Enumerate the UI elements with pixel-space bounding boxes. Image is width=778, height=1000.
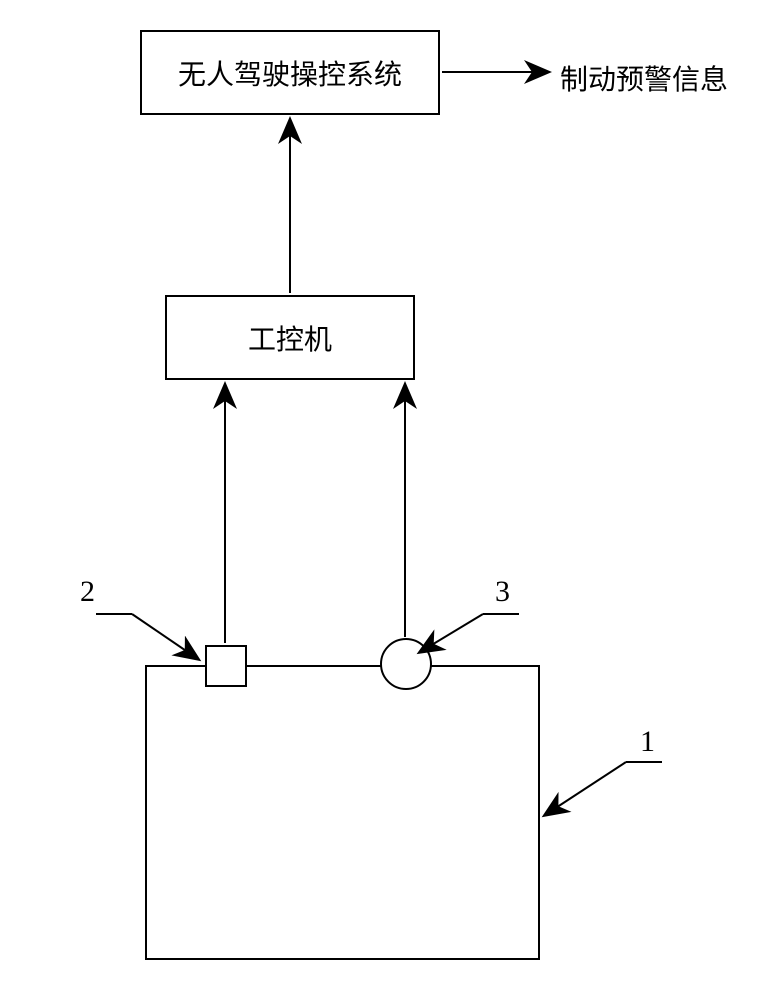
pointer-1 xyxy=(0,0,778,1000)
